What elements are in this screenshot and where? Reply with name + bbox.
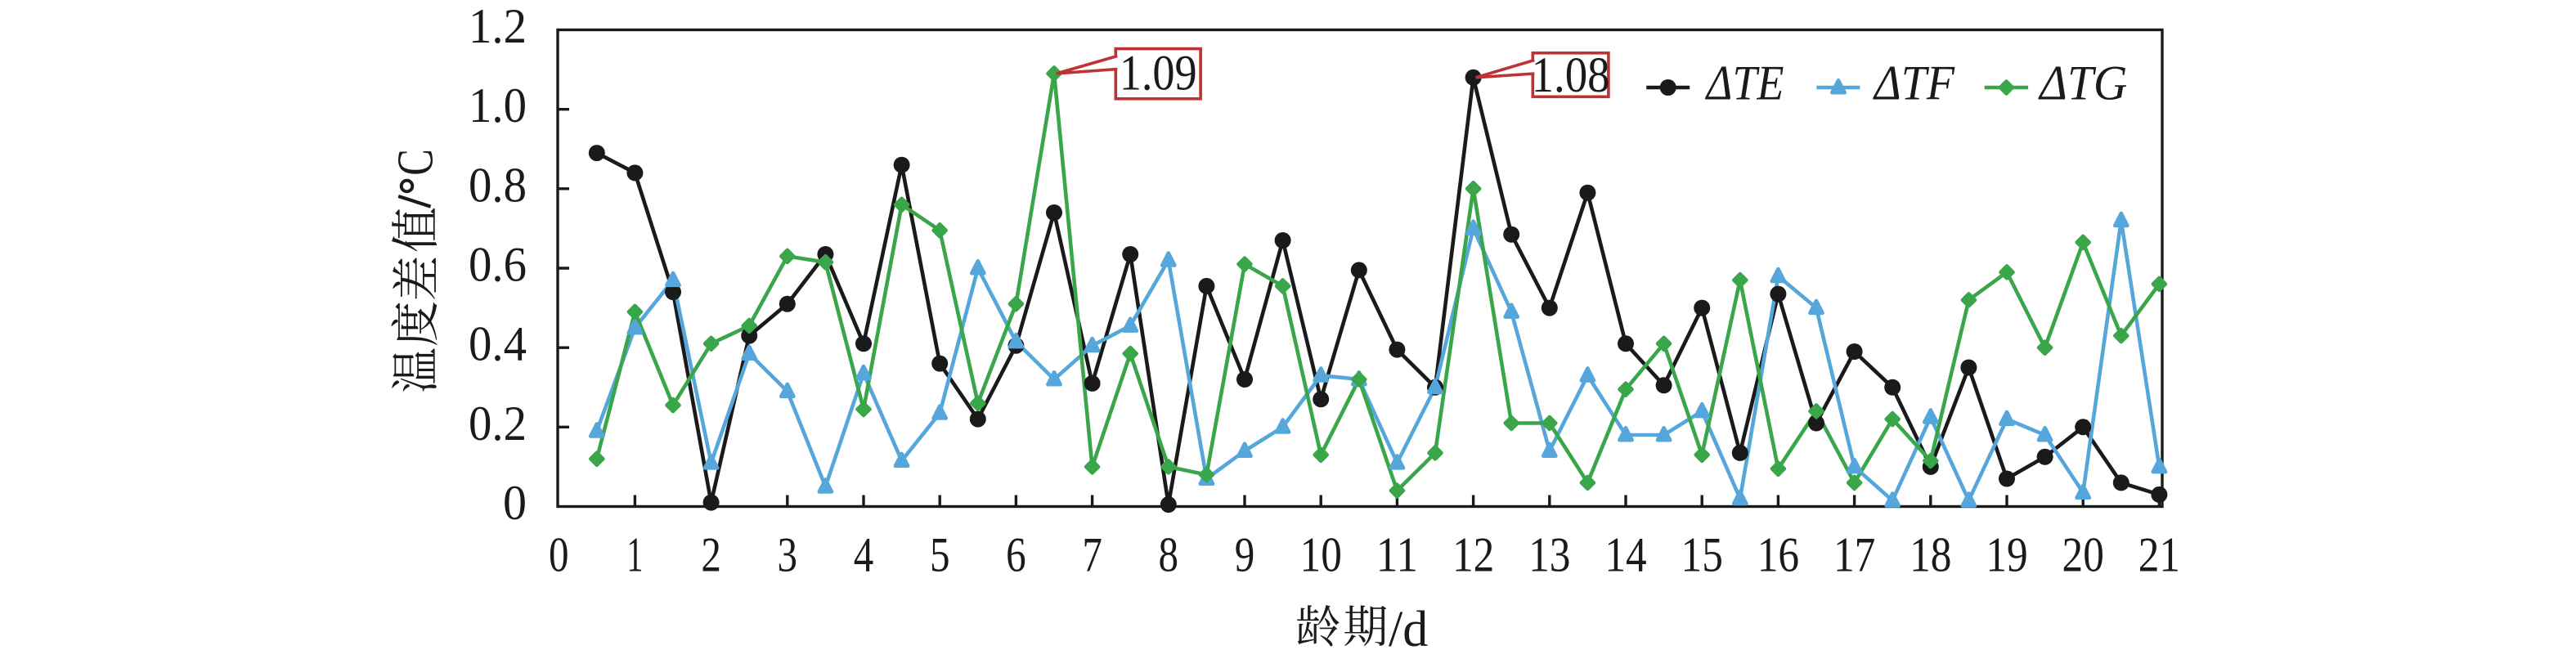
svg-text:1.08: 1.08 bbox=[1532, 48, 1610, 103]
svg-text:1.2: 1.2 bbox=[469, 0, 527, 53]
svg-text:1: 1 bbox=[626, 528, 643, 582]
svg-text:11: 11 bbox=[1376, 528, 1418, 582]
svg-text:12: 12 bbox=[1452, 528, 1494, 582]
svg-text:ΔTE: ΔTE bbox=[1705, 56, 1784, 110]
svg-text:ΔTF: ΔTF bbox=[1873, 56, 1955, 110]
svg-text:0.4: 0.4 bbox=[469, 317, 527, 371]
svg-text:3: 3 bbox=[778, 528, 798, 582]
svg-text:4: 4 bbox=[854, 528, 874, 582]
svg-text:2: 2 bbox=[701, 528, 721, 582]
svg-text:6: 6 bbox=[1006, 528, 1026, 582]
svg-text:8: 8 bbox=[1159, 528, 1179, 582]
svg-text:0: 0 bbox=[503, 476, 527, 530]
svg-text:16: 16 bbox=[1757, 528, 1799, 582]
svg-text:9: 9 bbox=[1235, 528, 1255, 582]
svg-text:0.8: 0.8 bbox=[469, 158, 527, 212]
svg-text:7: 7 bbox=[1082, 528, 1102, 582]
svg-text:20: 20 bbox=[2062, 528, 2104, 582]
svg-text:C: C bbox=[388, 149, 444, 175]
svg-text:21: 21 bbox=[2138, 528, 2180, 582]
svg-text:0: 0 bbox=[549, 528, 569, 582]
svg-text:1.09: 1.09 bbox=[1120, 47, 1197, 101]
svg-text:1.0: 1.0 bbox=[469, 78, 527, 132]
svg-text:18: 18 bbox=[1910, 528, 1951, 582]
svg-text:0.6: 0.6 bbox=[469, 238, 527, 292]
svg-text:ΔTG: ΔTG bbox=[2038, 56, 2127, 110]
svg-text:14: 14 bbox=[1604, 528, 1646, 582]
svg-text:13: 13 bbox=[1528, 528, 1570, 582]
svg-text:/d: /d bbox=[1389, 602, 1428, 657]
svg-text:15: 15 bbox=[1681, 528, 1723, 582]
svg-text:10: 10 bbox=[1300, 528, 1342, 582]
svg-text:17: 17 bbox=[1833, 528, 1875, 582]
svg-text:0.2: 0.2 bbox=[469, 397, 527, 451]
svg-text:19: 19 bbox=[1986, 528, 2027, 582]
svg-text:5: 5 bbox=[930, 528, 950, 582]
